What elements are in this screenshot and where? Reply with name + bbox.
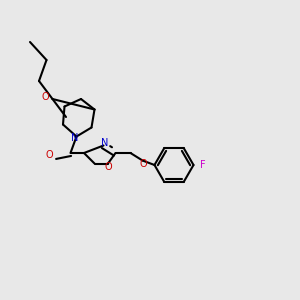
Text: O: O <box>45 150 53 161</box>
Text: F: F <box>200 160 205 170</box>
Text: O: O <box>139 159 147 169</box>
Text: O: O <box>41 92 49 103</box>
Text: N: N <box>101 138 109 148</box>
Text: O: O <box>104 162 112 172</box>
Text: N: N <box>71 133 79 143</box>
